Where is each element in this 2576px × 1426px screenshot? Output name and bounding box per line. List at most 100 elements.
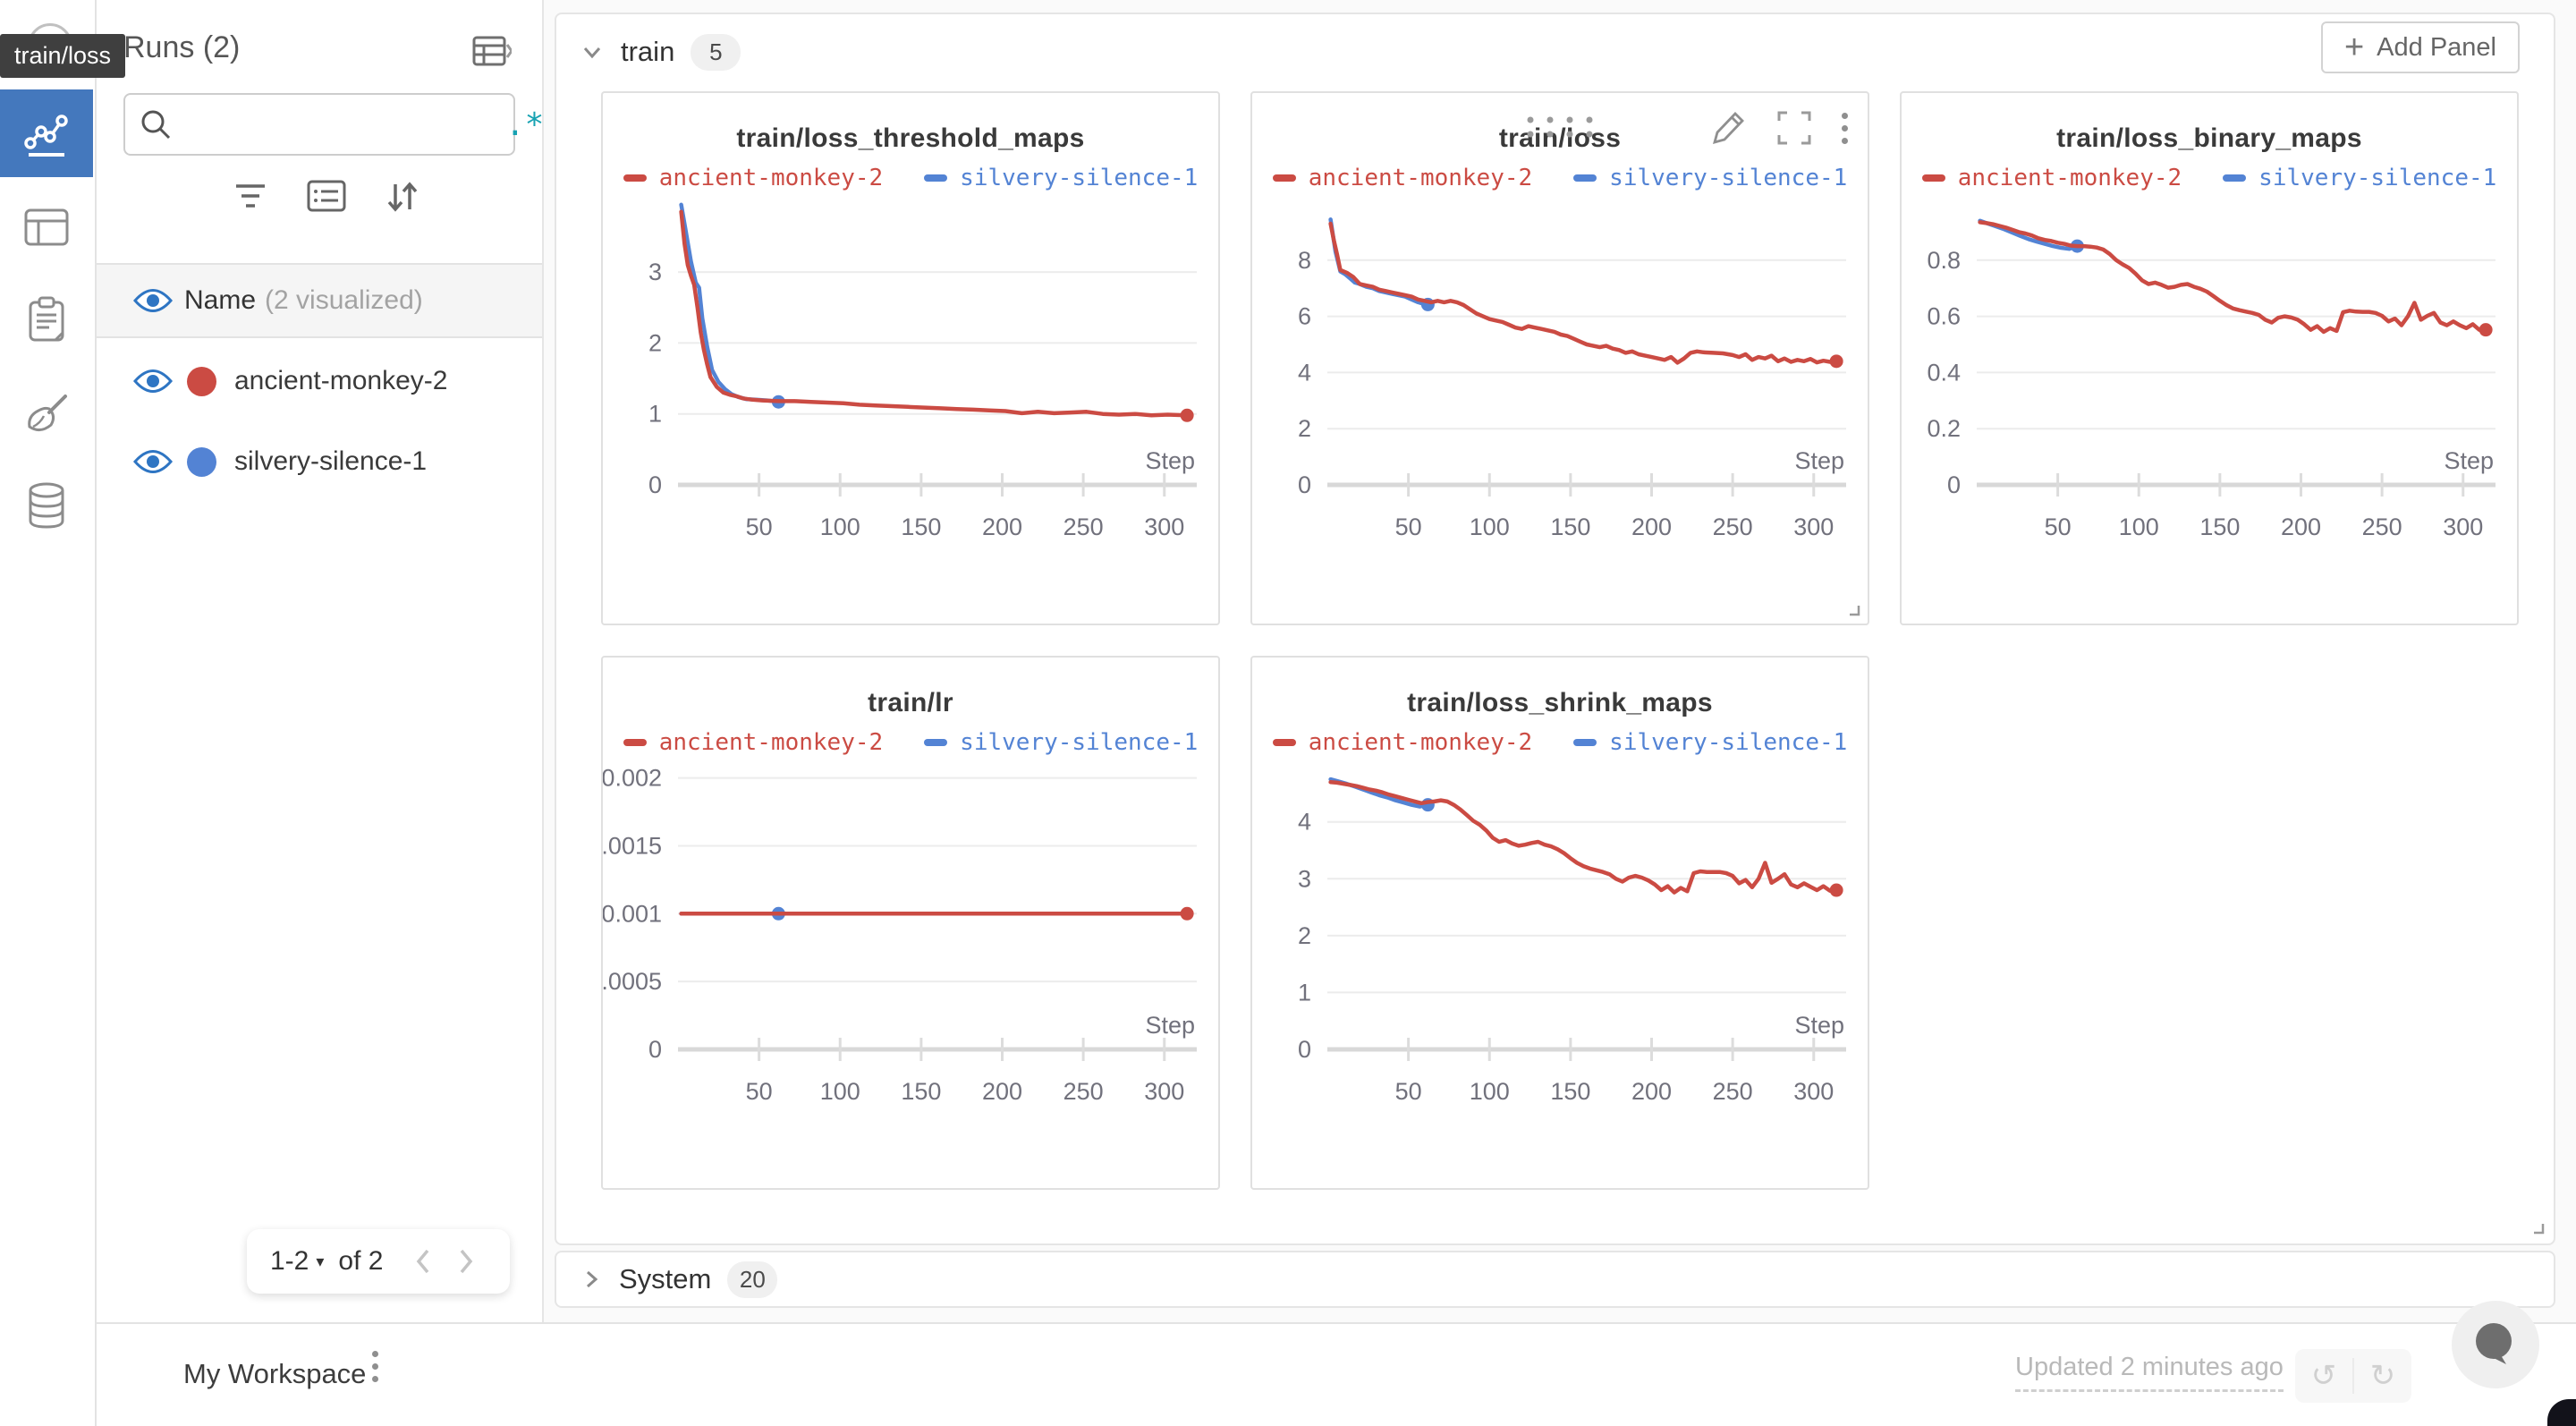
sort-icon[interactable] bbox=[383, 179, 422, 215]
svg-text:0.2: 0.2 bbox=[1927, 415, 1961, 442]
run-color-dot bbox=[187, 447, 216, 477]
svg-text:6: 6 bbox=[1298, 303, 1311, 330]
sidebar-item-logs[interactable] bbox=[0, 276, 93, 363]
svg-text:0.001: 0.001 bbox=[603, 900, 662, 927]
sidebar-item-runs-table[interactable] bbox=[0, 183, 93, 271]
run-row-ancient-monkey-2[interactable]: ancient-monkey-2 bbox=[97, 342, 542, 420]
workspace-menu-kebab-icon[interactable] bbox=[372, 1351, 378, 1382]
next-page-button[interactable] bbox=[456, 1247, 476, 1276]
chart-legend: ancient-monkey-2 silvery-silence-1 bbox=[1252, 165, 1868, 191]
line-chart[interactable]: 501001502002503000123Step bbox=[603, 193, 1218, 569]
svg-text:50: 50 bbox=[746, 1078, 773, 1105]
svg-text:50: 50 bbox=[1395, 514, 1422, 540]
legend-run-name: silvery-silence-1 bbox=[960, 165, 1198, 191]
chevron-down-icon[interactable] bbox=[580, 40, 605, 64]
line-chart[interactable]: 5010015020025030000.00050.0010.00150.002… bbox=[603, 758, 1218, 1133]
sidebar-item-sweeps[interactable] bbox=[0, 371, 93, 459]
updated-timestamp[interactable]: Updated 2 minutes ago bbox=[2015, 1353, 2284, 1392]
svg-text:300: 300 bbox=[1793, 1078, 1834, 1105]
resize-handle-icon[interactable] bbox=[1846, 602, 1860, 616]
sidebar-item-artifacts[interactable] bbox=[0, 462, 93, 549]
line-chart[interactable]: 5010015020025030002468Step bbox=[1252, 193, 1868, 569]
kebab-menu-icon[interactable] bbox=[1842, 113, 1848, 144]
eye-icon[interactable] bbox=[132, 447, 174, 476]
runs-filter-row bbox=[97, 179, 542, 233]
section-title-train[interactable]: train bbox=[621, 36, 674, 68]
svg-text:150: 150 bbox=[1550, 1078, 1590, 1105]
workspace-title[interactable]: My Workspace bbox=[183, 1358, 366, 1390]
runs-panel: Runs (2) .* bbox=[97, 0, 544, 1322]
eye-icon[interactable] bbox=[132, 286, 174, 315]
svg-text:100: 100 bbox=[820, 1078, 860, 1105]
page-total: of 2 bbox=[338, 1246, 383, 1277]
svg-text:100: 100 bbox=[1470, 514, 1510, 540]
edit-pencil-icon[interactable] bbox=[1711, 109, 1747, 147]
line-chart[interactable]: 5010015020025030000.20.40.60.8Step bbox=[1902, 193, 2517, 569]
legend-dash bbox=[924, 739, 947, 746]
drag-handle-icon[interactable] bbox=[1521, 113, 1599, 140]
svg-text:200: 200 bbox=[982, 1078, 1022, 1105]
section-resize-handle-icon[interactable] bbox=[2530, 1220, 2545, 1235]
svg-text:300: 300 bbox=[2443, 514, 2483, 540]
panel-card-train-loss_binary_maps[interactable]: train/loss_binary_maps ancient-monkey-2 … bbox=[1900, 91, 2519, 625]
system-section-panel[interactable]: System 20 bbox=[555, 1251, 2555, 1308]
fullscreen-icon[interactable] bbox=[1775, 109, 1813, 147]
workspace-footer: My Workspace Updated 2 minutes ago ↺ ↻ bbox=[97, 1322, 2576, 1426]
runs-visibility-row[interactable]: Name (2 visualized) bbox=[97, 263, 542, 338]
legend-dash bbox=[1273, 739, 1296, 746]
svg-text:0: 0 bbox=[1947, 471, 1961, 498]
table-expand-icon bbox=[472, 36, 512, 68]
chevron-right-icon[interactable] bbox=[580, 1267, 603, 1292]
legend-run-name: ancient-monkey-2 bbox=[1958, 165, 2182, 191]
undo-redo-group: ↺ ↻ bbox=[2295, 1349, 2411, 1403]
filter-icon[interactable] bbox=[231, 179, 270, 213]
svg-text:4: 4 bbox=[1298, 809, 1311, 836]
legend-run-name: ancient-monkey-2 bbox=[1309, 729, 1532, 756]
svg-text:1: 1 bbox=[1298, 979, 1311, 1006]
svg-text:150: 150 bbox=[2199, 514, 2240, 540]
panel-count-badge: 20 bbox=[727, 1261, 777, 1298]
chat-launcher-button[interactable] bbox=[2452, 1301, 2539, 1388]
run-search-input[interactable] bbox=[179, 109, 505, 140]
svg-text:3: 3 bbox=[1298, 865, 1311, 892]
prev-page-button[interactable] bbox=[413, 1247, 433, 1276]
svg-text:Step: Step bbox=[1145, 1012, 1195, 1039]
panel-grid: train/loss_threshold_maps ancient-monkey… bbox=[601, 91, 2519, 1190]
legend-dash bbox=[924, 174, 947, 182]
svg-text:0.0015: 0.0015 bbox=[603, 832, 662, 859]
run-name[interactable]: ancient-monkey-2 bbox=[234, 366, 447, 396]
add-panel-button[interactable]: + Add Panel bbox=[2321, 21, 2520, 73]
svg-text:0.6: 0.6 bbox=[1927, 303, 1961, 330]
line-chart[interactable]: 5010015020025030001234Step bbox=[1252, 758, 1868, 1133]
svg-text:0: 0 bbox=[1298, 471, 1311, 498]
legend-dash bbox=[623, 739, 647, 746]
run-row-silvery-silence-1[interactable]: silvery-silence-1 bbox=[97, 422, 542, 501]
panel-card-train-lr[interactable]: train/lr ancient-monkey-2 silvery-silenc… bbox=[601, 656, 1220, 1190]
svg-text:50: 50 bbox=[2045, 514, 2072, 540]
chart-legend: ancient-monkey-2 silvery-silence-1 bbox=[603, 729, 1218, 756]
run-name[interactable]: silvery-silence-1 bbox=[234, 446, 427, 477]
legend-run-name: silvery-silence-1 bbox=[1609, 729, 1847, 756]
legend-run-name: silvery-silence-1 bbox=[1609, 165, 1847, 191]
expand-runs-table-button[interactable] bbox=[472, 36, 512, 68]
section-title-system[interactable]: System bbox=[619, 1263, 711, 1295]
project-icon-sidebar: i bbox=[0, 0, 97, 1426]
svg-text:50: 50 bbox=[1395, 1078, 1422, 1105]
legend-dash bbox=[623, 174, 647, 182]
line-chart-icon bbox=[21, 107, 72, 159]
chart-legend: ancient-monkey-2 silvery-silence-1 bbox=[1902, 165, 2517, 191]
panel-card-train-loss_threshold_maps[interactable]: train/loss_threshold_maps ancient-monkey… bbox=[601, 91, 1220, 625]
eye-icon[interactable] bbox=[132, 367, 174, 395]
undo-icon[interactable]: ↺ bbox=[2295, 1358, 2354, 1394]
panel-card-train-loss_shrink_maps[interactable]: train/loss_shrink_maps ancient-monkey-2 … bbox=[1250, 656, 1869, 1190]
panel-card-train-loss[interactable]: train/loss ancient-monkey-2 silvery-sile… bbox=[1250, 91, 1869, 625]
group-list-icon[interactable] bbox=[306, 179, 347, 213]
page-range-dropdown[interactable]: 1-2 bbox=[270, 1246, 309, 1277]
regex-toggle-icon[interactable]: .* bbox=[505, 106, 544, 143]
svg-text:150: 150 bbox=[1550, 514, 1590, 540]
svg-text:0.002: 0.002 bbox=[603, 765, 662, 792]
legend-run-name: silvery-silence-1 bbox=[960, 729, 1198, 756]
sidebar-item-workspace[interactable] bbox=[0, 89, 93, 177]
redo-icon[interactable]: ↻ bbox=[2354, 1358, 2411, 1394]
chat-bubble-icon bbox=[2470, 1320, 2521, 1370]
